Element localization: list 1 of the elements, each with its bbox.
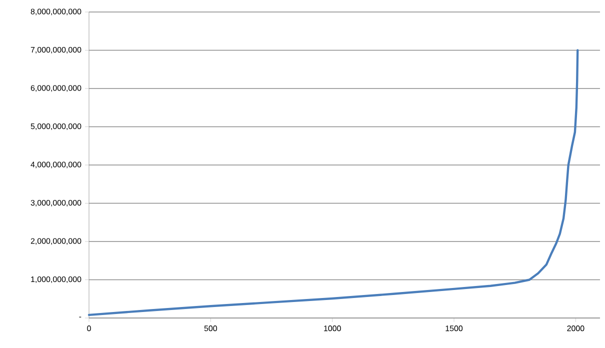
line-series bbox=[88, 49, 579, 316]
